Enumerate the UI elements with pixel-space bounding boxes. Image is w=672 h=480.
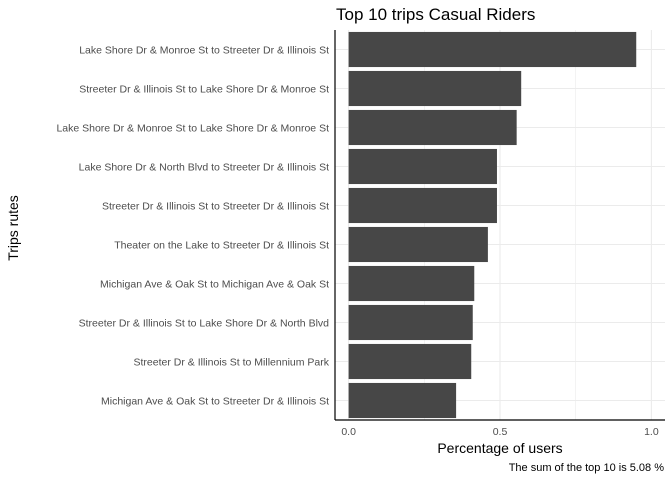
bar [348,31,637,68]
y-tick-label: Lake Shore Dr & Monroe St to Lake Shore … [56,122,329,134]
y-tick-label: Theater on the Lake to Streeter Dr & Ill… [114,239,329,251]
y-tick-label: Streeter Dr & Illinois St to Millennium … [134,356,330,368]
x-tick-label: 0.5 [493,426,508,438]
bar [348,148,497,185]
bar [348,343,472,380]
chart-title: Top 10 trips Casual Riders [336,5,535,24]
bar-layer [348,31,637,419]
bar [348,187,497,224]
bar [348,70,522,107]
x-tick-label: 0.0 [341,426,356,438]
y-tick-label: Lake Shore Dr & Monroe St to Streeter Dr… [79,44,329,56]
y-tick-label: Michigan Ave & Oak St to Streeter Dr & I… [101,395,329,407]
x-tick-label: 1.0 [644,426,659,438]
chart-caption: The sum of the top 10 is 5.08 % [509,462,665,474]
label-layer: Lake Shore Dr & Monroe St to Streeter Dr… [56,44,658,438]
bar [348,265,475,302]
bar [348,304,473,341]
bar [348,226,488,263]
y-tick-label: Lake Shore Dr & North Blvd to Streeter D… [79,161,329,173]
bar [348,109,517,146]
axis-layer [334,30,665,421]
y-axis-title: Trips rutes [5,195,21,261]
y-tick-label: Streeter Dr & Illinois St to Lake Shore … [79,317,330,329]
x-axis-title: Percentage of users [437,440,562,456]
y-tick-label: Streeter Dr & Illinois St to Streeter Dr… [102,200,329,212]
y-tick-label: Michigan Ave & Oak St to Michigan Ave & … [100,278,329,290]
y-tick-label: Streeter Dr & Illinois St to Lake Shore … [79,83,329,95]
bar [348,382,457,419]
